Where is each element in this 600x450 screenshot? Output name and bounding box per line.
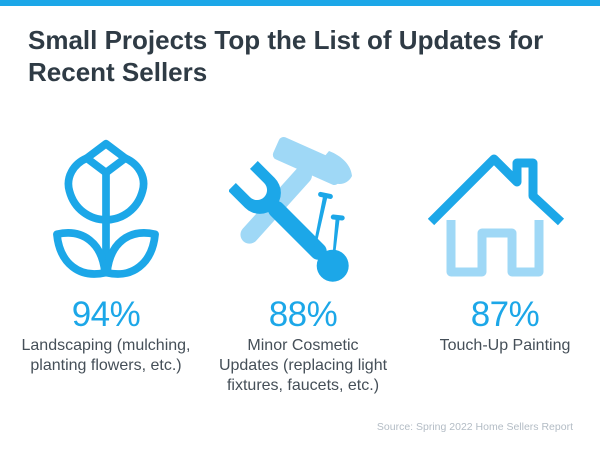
stat-column-touch-up-painting: 87% Touch-Up Painting — [410, 133, 600, 356]
stat-label: Landscaping (mulching, planting flowers,… — [21, 337, 191, 374]
page-title: Small Projects Top the List of Updates f… — [28, 25, 544, 87]
stat-percent: 94% — [71, 295, 141, 334]
icon-box — [53, 133, 159, 295]
stat-percent: 88% — [268, 295, 338, 334]
house-walls-door — [446, 220, 544, 277]
house-roof-chimney — [428, 154, 564, 226]
source-citation: Source: Spring 2022 Home Sellers Report — [376, 421, 573, 433]
stat-label: Minor Cosmetic Updates (replacing light … — [218, 337, 388, 394]
icon-box — [428, 133, 573, 295]
wrench-icon — [228, 161, 349, 282]
stat-percent: 87% — [470, 295, 540, 334]
flower-icon — [53, 139, 159, 278]
nail-icon — [313, 191, 333, 250]
stat-column-cosmetic-updates: 88% Minor Cosmetic Updates (replacing li… — [208, 133, 398, 396]
nail-icon — [330, 214, 345, 260]
hammer-wrench-icon — [228, 136, 352, 282]
top-accent-bar — [0, 0, 600, 6]
icon-box — [228, 133, 371, 295]
house-icon — [428, 154, 564, 277]
stat-column-landscaping: 94% Landscaping (mulching, planting flow… — [16, 133, 196, 376]
stat-label: Touch-Up Painting — [439, 337, 571, 354]
